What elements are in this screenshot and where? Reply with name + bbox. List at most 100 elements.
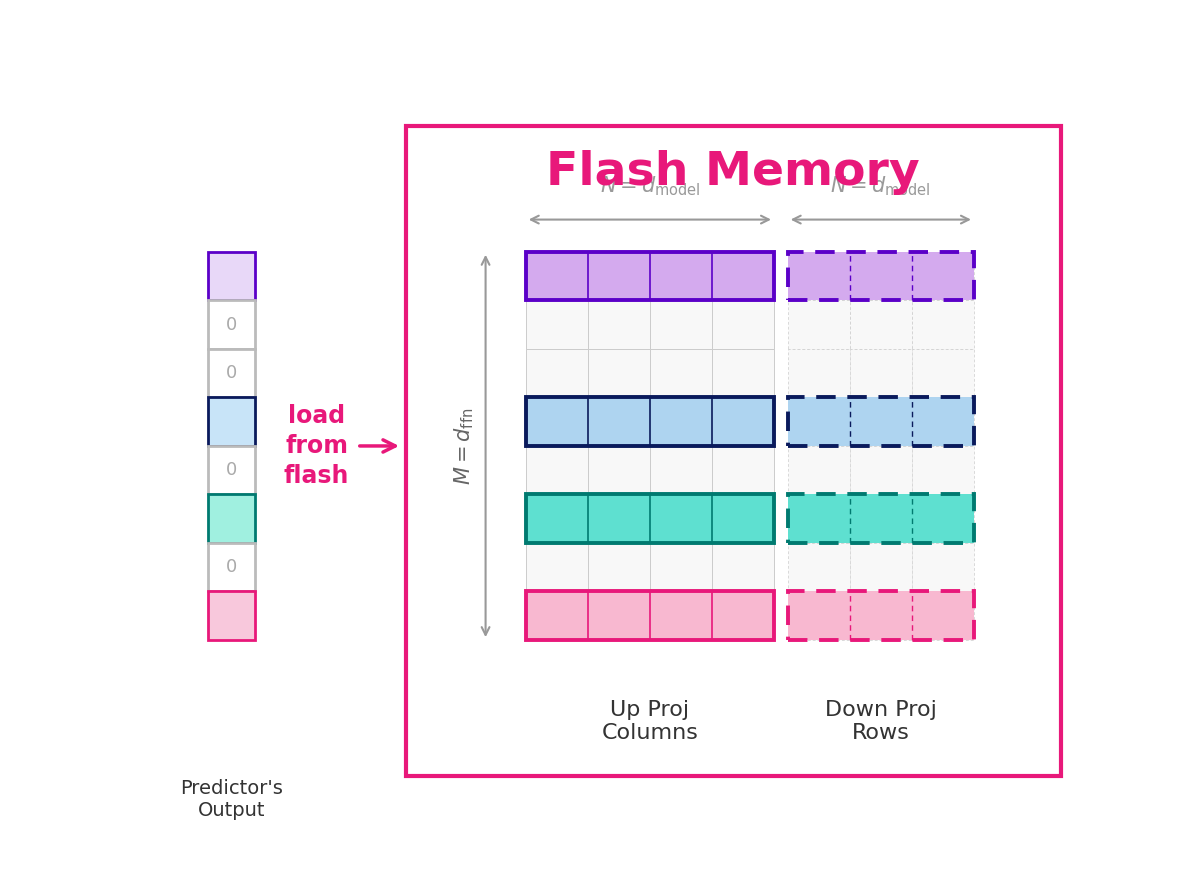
Bar xyxy=(850,495,912,543)
Bar xyxy=(588,252,650,300)
Bar xyxy=(588,349,650,397)
Bar xyxy=(650,591,712,640)
Bar xyxy=(650,495,712,543)
Bar xyxy=(526,397,774,446)
Bar xyxy=(788,446,850,495)
Bar xyxy=(588,252,650,300)
Bar xyxy=(208,349,254,397)
Bar xyxy=(850,446,912,495)
Bar xyxy=(588,300,650,349)
Text: $N = d_{\mathrm{model}}$: $N = d_{\mathrm{model}}$ xyxy=(600,174,701,198)
Bar xyxy=(208,300,254,349)
Bar xyxy=(526,397,588,446)
Bar xyxy=(208,495,254,543)
Bar xyxy=(526,252,588,300)
Bar xyxy=(788,252,974,300)
Text: load
from
flash: load from flash xyxy=(284,405,349,488)
Bar xyxy=(526,446,588,495)
Bar xyxy=(650,591,712,640)
Bar xyxy=(712,446,774,495)
Bar xyxy=(850,349,912,397)
Bar xyxy=(208,543,254,591)
Text: $M = d_{\mathrm{ffn}}$: $M = d_{\mathrm{ffn}}$ xyxy=(452,407,475,485)
Bar xyxy=(788,300,850,349)
Text: 0: 0 xyxy=(226,364,238,382)
Bar xyxy=(526,591,588,640)
Bar xyxy=(526,397,588,446)
Bar xyxy=(912,591,974,640)
Bar xyxy=(912,495,974,543)
Text: 0: 0 xyxy=(226,316,238,334)
Bar xyxy=(912,446,974,495)
Bar xyxy=(788,495,974,543)
Text: $N = d_{\mathrm{model}}$: $N = d_{\mathrm{model}}$ xyxy=(830,174,931,198)
Text: 0: 0 xyxy=(226,558,238,576)
Bar xyxy=(712,252,774,300)
Bar xyxy=(712,349,774,397)
Bar xyxy=(588,397,650,446)
Bar xyxy=(650,495,712,543)
Bar xyxy=(650,446,712,495)
Text: Predictor's
Output: Predictor's Output xyxy=(180,780,283,821)
Bar xyxy=(208,591,254,640)
Bar xyxy=(912,543,974,591)
Bar xyxy=(526,252,588,300)
Bar xyxy=(526,591,588,640)
Bar xyxy=(712,300,774,349)
Bar xyxy=(208,446,254,495)
Bar xyxy=(588,543,650,591)
Bar xyxy=(712,495,774,543)
Bar xyxy=(788,591,974,640)
Bar xyxy=(712,397,774,446)
Bar xyxy=(788,591,974,640)
Bar xyxy=(526,252,774,300)
Bar xyxy=(208,252,254,300)
Text: 0: 0 xyxy=(226,461,238,480)
Bar xyxy=(526,300,588,349)
Bar xyxy=(788,397,974,446)
Bar xyxy=(712,591,774,640)
Bar xyxy=(850,252,912,300)
Bar xyxy=(788,252,974,300)
Bar xyxy=(788,495,974,543)
Bar xyxy=(712,252,774,300)
Bar xyxy=(588,495,650,543)
Bar xyxy=(588,397,650,446)
Bar xyxy=(650,349,712,397)
Bar xyxy=(850,397,912,446)
Bar xyxy=(526,591,774,640)
Bar xyxy=(588,495,650,543)
Text: Up Proj
Columns: Up Proj Columns xyxy=(601,700,698,743)
Bar xyxy=(208,397,254,446)
Text: Down Proj
Rows: Down Proj Rows xyxy=(824,700,937,743)
Bar xyxy=(788,252,850,300)
Bar xyxy=(788,397,974,446)
Bar xyxy=(912,397,974,446)
Bar xyxy=(650,397,712,446)
Bar xyxy=(650,252,712,300)
Bar xyxy=(788,543,850,591)
Bar xyxy=(526,495,588,543)
Bar xyxy=(526,543,588,591)
Bar xyxy=(788,495,850,543)
Bar xyxy=(850,543,912,591)
Bar xyxy=(788,591,850,640)
Bar xyxy=(526,495,588,543)
Bar xyxy=(850,591,912,640)
Bar xyxy=(650,543,712,591)
Bar xyxy=(650,300,712,349)
Bar xyxy=(712,543,774,591)
Bar xyxy=(912,300,974,349)
Bar xyxy=(912,349,974,397)
Bar xyxy=(406,127,1061,775)
Text: Flash Memory: Flash Memory xyxy=(546,150,920,195)
Bar xyxy=(588,591,650,640)
Bar xyxy=(912,252,974,300)
Bar xyxy=(788,349,850,397)
Bar xyxy=(712,495,774,543)
Bar xyxy=(788,397,850,446)
Bar xyxy=(712,397,774,446)
Bar xyxy=(526,349,588,397)
Bar xyxy=(850,300,912,349)
Bar xyxy=(526,495,774,543)
